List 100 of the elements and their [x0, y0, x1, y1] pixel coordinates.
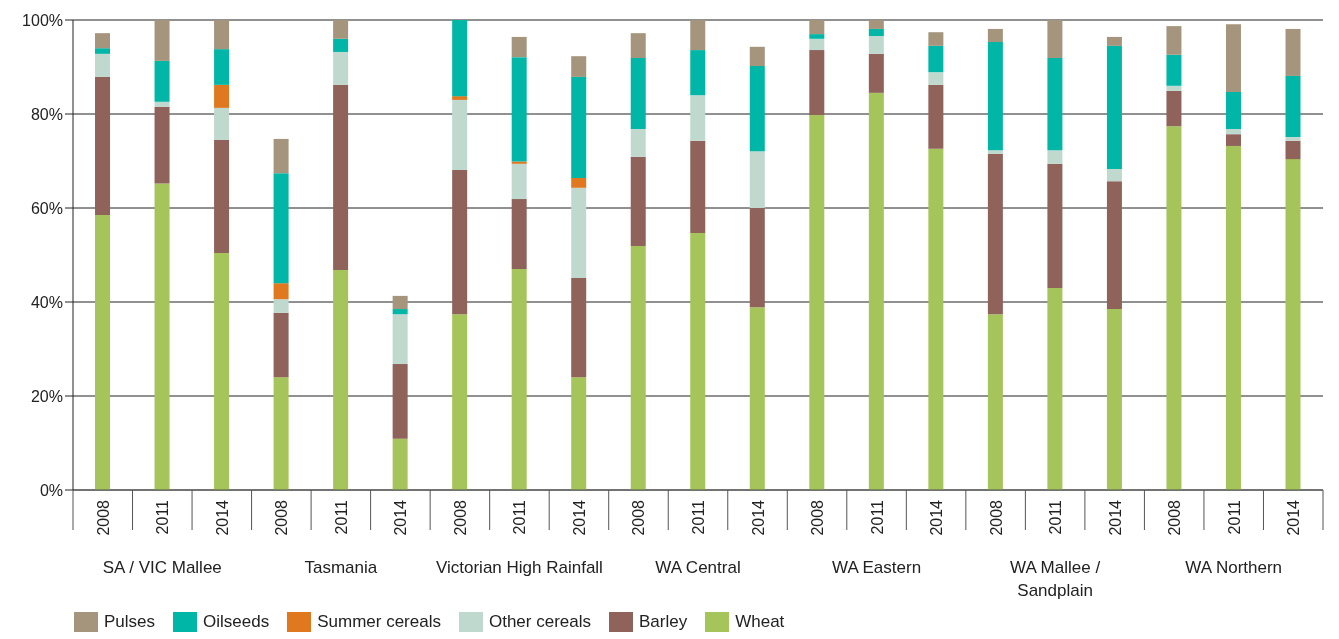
bar: [214, 20, 230, 50]
bar: [868, 53, 884, 93]
x-tick-label: 2008: [94, 499, 112, 536]
bar: [1166, 26, 1182, 55]
bar: [1166, 126, 1182, 490]
bar: [928, 72, 944, 85]
bar: [749, 208, 765, 308]
bar: [1047, 287, 1063, 490]
bar: [690, 95, 706, 141]
bar: [452, 169, 468, 315]
bar: [630, 58, 646, 130]
bar: [273, 283, 289, 300]
bar: [273, 312, 289, 378]
legend-label: Other cereals: [488, 612, 591, 632]
bar: [987, 150, 1003, 154]
bar: [1106, 309, 1122, 490]
bar: [1047, 150, 1063, 164]
bar: [452, 96, 468, 100]
x-tick-label: 2014: [213, 499, 231, 536]
bar: [392, 438, 408, 490]
x-tick-label: 2011: [154, 499, 172, 535]
legend-label: Pulses: [104, 612, 156, 632]
bar: [868, 28, 884, 36]
bar: [511, 163, 527, 200]
bar: [154, 60, 170, 102]
bar: [987, 314, 1003, 490]
bar: [690, 50, 706, 96]
bar: [214, 107, 230, 140]
x-tick-label: 2014: [749, 499, 767, 536]
bar: [1225, 91, 1241, 130]
x-tick-label: 2011: [511, 499, 529, 535]
bar: [749, 46, 765, 67]
y-tick-label: 80%: [30, 105, 63, 123]
bar: [1225, 24, 1241, 92]
legend-label: Wheat: [735, 612, 785, 632]
bar: [749, 151, 765, 208]
y-tick-label: 100%: [22, 11, 63, 29]
bar: [749, 66, 765, 152]
bar: [511, 199, 527, 270]
y-tick-label: 60%: [30, 199, 63, 217]
x-tick-label: 2008: [630, 499, 648, 536]
x-tick-label: 2008: [1166, 499, 1184, 536]
bar: [214, 84, 230, 108]
bar: [690, 20, 706, 51]
bar: [690, 232, 706, 490]
bar: [214, 49, 230, 85]
bar: [333, 84, 349, 271]
bar: [1225, 129, 1241, 135]
bar: [987, 42, 1003, 151]
bar: [95, 76, 111, 216]
bar: [1166, 54, 1182, 86]
bar: [809, 114, 825, 490]
bar: [571, 76, 587, 178]
bar: [392, 314, 408, 365]
text: WA Central: [655, 558, 741, 577]
bar: [987, 153, 1003, 315]
x-tick-label: 2011: [868, 499, 886, 535]
text: WA Eastern: [831, 557, 923, 579]
x-tick-label: 2011: [332, 499, 350, 535]
bar: [1285, 137, 1301, 141]
bar: [630, 129, 646, 157]
bar: [630, 33, 646, 59]
bar: [1285, 75, 1301, 138]
bar: [154, 101, 170, 107]
bar: [928, 84, 944, 149]
legend-label: Summer cereals: [317, 612, 441, 632]
bar: [392, 364, 408, 439]
x-tick-label: 2008: [451, 499, 469, 536]
bar: [333, 270, 349, 490]
x-tick-label: 2011: [1225, 499, 1243, 535]
bar: [333, 51, 349, 85]
legend-label: Barley: [638, 612, 688, 632]
bar: [571, 187, 587, 279]
bar: [273, 377, 289, 490]
bar: [571, 177, 587, 188]
bar: [511, 36, 527, 58]
x-tick-label: 2008: [809, 499, 827, 536]
bar: [1285, 140, 1301, 160]
bar: [809, 50, 825, 115]
bar: [928, 45, 944, 73]
bar: [333, 20, 349, 39]
bar: [1106, 45, 1122, 169]
bar: [214, 139, 230, 254]
bar: [1106, 181, 1122, 310]
bar: [392, 295, 408, 310]
bar: [511, 161, 527, 164]
text: Victorian High Rainfall: [434, 557, 604, 579]
bar: [511, 57, 527, 162]
bar: [690, 140, 706, 233]
text: WA Mallee / Sandplain: [1009, 557, 1102, 602]
bar: [1047, 58, 1063, 151]
bar: [273, 138, 289, 174]
x-tick-label: 2011: [690, 499, 707, 535]
x-tick-label: 2014: [570, 499, 588, 536]
bar: [392, 309, 408, 315]
text: WA Northern: [1184, 557, 1284, 579]
bar: [809, 34, 825, 39]
text: Tasmania: [304, 558, 378, 577]
bar: [214, 253, 230, 490]
bar: [1285, 159, 1301, 490]
